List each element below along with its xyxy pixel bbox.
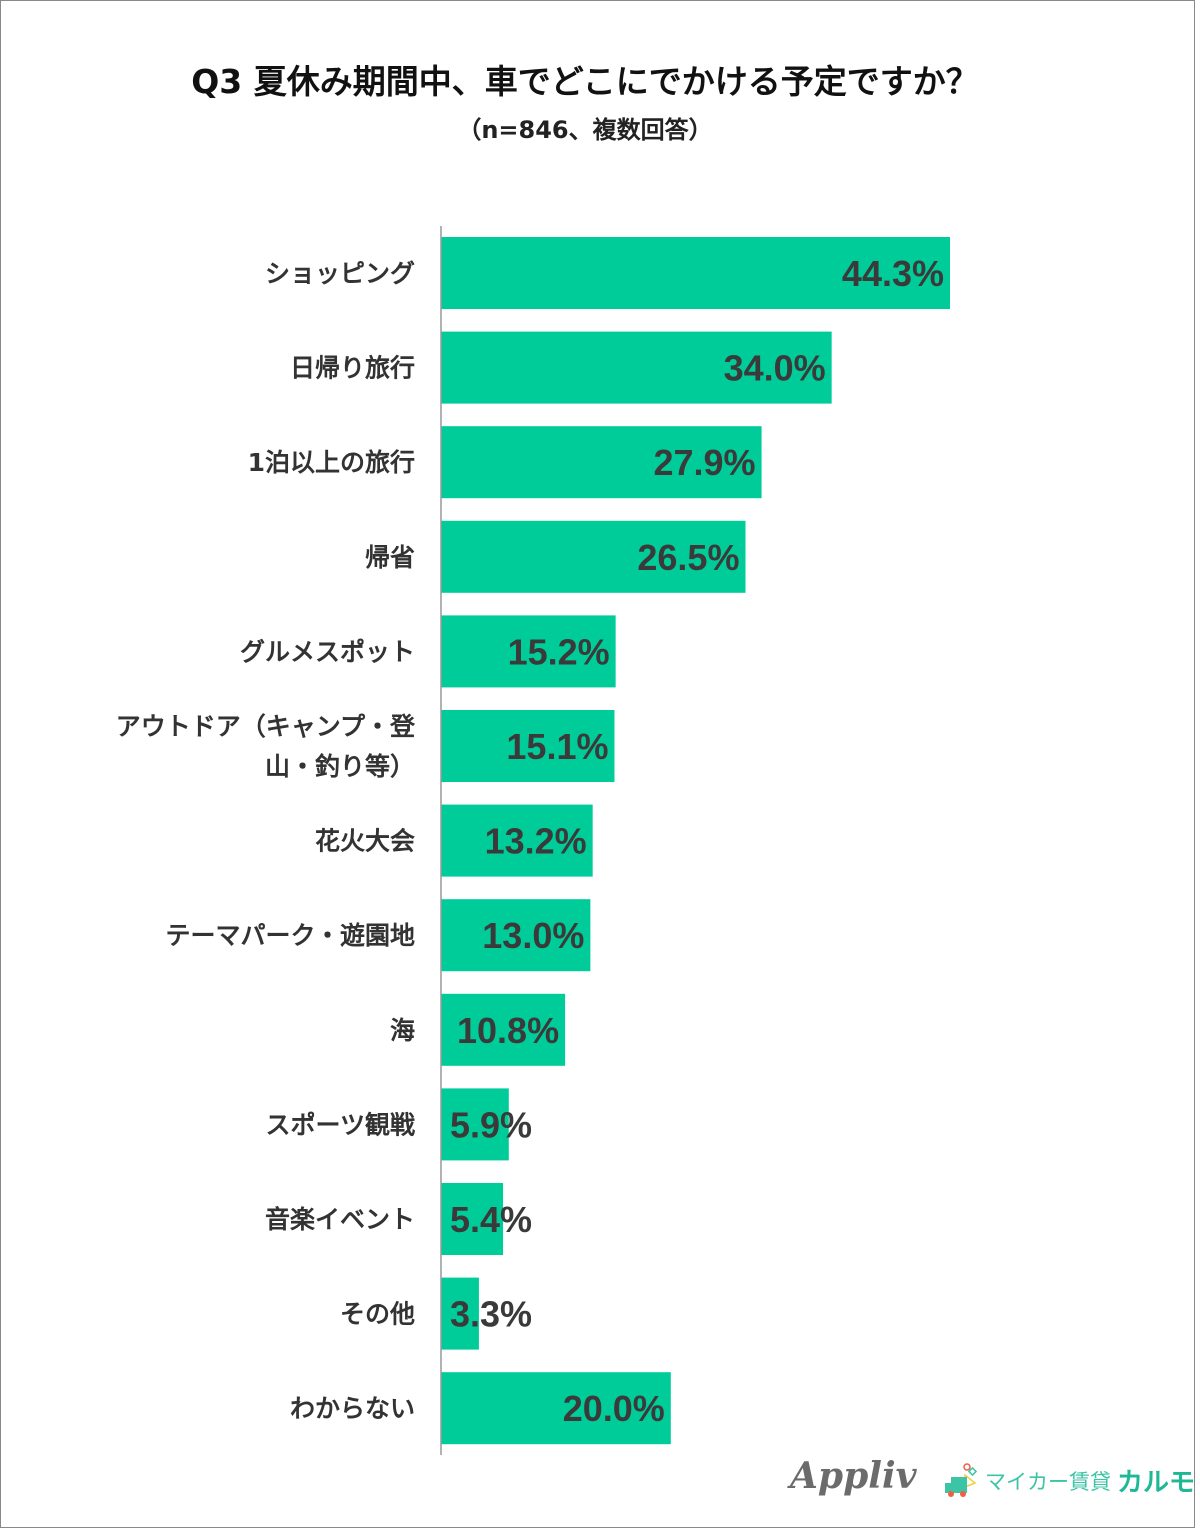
value-label: 3.3%	[450, 1294, 532, 1335]
value-label: 13.2%	[485, 821, 587, 862]
bar	[441, 237, 950, 309]
value-label: 15.2%	[508, 631, 610, 672]
bar	[441, 1372, 671, 1445]
category-label: テーマパーク・遊園地	[165, 921, 415, 950]
value-label: 15.1%	[506, 726, 608, 767]
car-icon	[945, 1462, 978, 1497]
chart-title: Q3 夏休み期間中、車でどこにでかける予定ですか？	[191, 62, 979, 101]
category-label: 音楽イベント	[265, 1205, 415, 1234]
category-label: 帰省	[365, 543, 415, 572]
category-label: わからない	[290, 1394, 415, 1423]
bar	[441, 615, 616, 688]
bar	[441, 1277, 479, 1350]
bar	[441, 1088, 509, 1161]
value-label: 13.0%	[482, 915, 584, 956]
bar	[441, 710, 615, 782]
category-label: 花火大会	[315, 827, 415, 856]
bar	[441, 520, 746, 593]
karumo-prefix: マイカー賃貸	[985, 1469, 1111, 1494]
category-label: 海	[390, 1016, 415, 1045]
bar	[441, 331, 832, 404]
category-label: 日帰り旅行	[290, 354, 415, 383]
chart-subtitle: （n=846、複数回答）	[457, 116, 713, 144]
category-label: スポーツ観戦	[265, 1110, 415, 1139]
value-label: 26.5%	[637, 537, 739, 578]
appliv-logo: Appliv	[790, 1455, 917, 1497]
bar	[441, 804, 593, 877]
category-label: 山・釣り等）	[265, 752, 415, 781]
category-label: その他	[340, 1300, 415, 1329]
bar	[441, 1183, 504, 1255]
bar	[441, 426, 762, 499]
category-label: 1泊以上の旅行	[248, 448, 415, 477]
category-label: アウトドア（キャンプ・登	[116, 712, 416, 741]
value-label: 5.4%	[450, 1199, 532, 1240]
value-label: 5.9%	[450, 1104, 532, 1145]
category-label: ショッピング	[265, 259, 415, 288]
value-label: 44.3%	[842, 253, 944, 294]
value-label: 27.9%	[653, 442, 755, 483]
karumo-logo: マイカー賃貸 カルモ	[945, 1462, 1195, 1499]
karumo-name: カルモ	[1117, 1468, 1196, 1498]
category-label: グルメスポット	[240, 637, 415, 666]
value-label: 20.0%	[563, 1388, 665, 1429]
bar	[441, 993, 566, 1066]
bar	[441, 899, 591, 972]
value-label: 34.0%	[724, 348, 826, 389]
value-label: 10.8%	[457, 1010, 559, 1051]
